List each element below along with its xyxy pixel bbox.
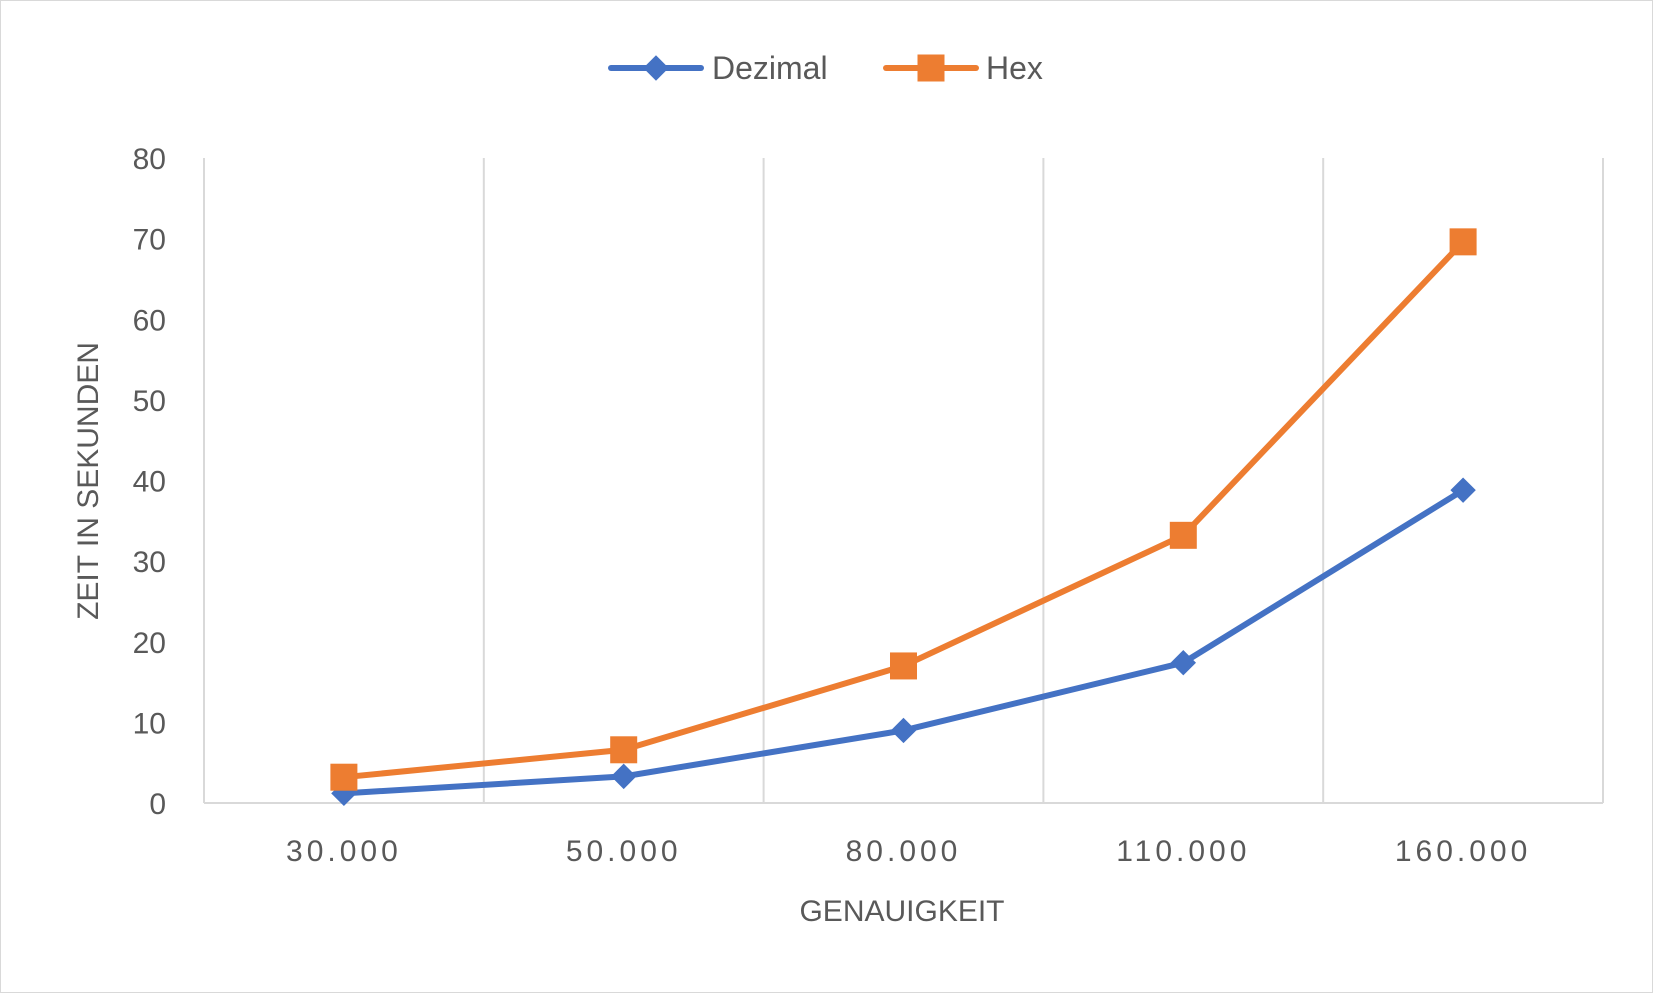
y-tick-label: 40 [133, 466, 166, 499]
series-layer [330, 228, 1477, 807]
data-point-diamond [890, 717, 917, 744]
data-point-square [1169, 521, 1197, 549]
legend-label: Hex [986, 50, 1043, 86]
x-tick-label: 30.000 [286, 835, 402, 868]
y-tick-label: 60 [133, 304, 166, 337]
data-point-square [610, 736, 638, 764]
x-tick-label: 160.000 [1395, 835, 1531, 868]
data-point-square [1449, 228, 1477, 256]
legend-square-icon [917, 54, 945, 82]
x-tick-label: 110.000 [1116, 835, 1250, 868]
y-tick-label: 50 [133, 385, 166, 418]
y-tick-label: 80 [133, 143, 166, 176]
x-axis-title: GENAUIGKEIT [799, 895, 1004, 928]
legend-item: Dezimal [608, 50, 828, 86]
x-tick-label: 50.000 [566, 835, 682, 868]
data-point-diamond [610, 763, 637, 790]
series-line [340, 238, 1467, 781]
series-hex [330, 228, 1477, 791]
y-tick-label: 20 [133, 627, 166, 660]
data-point-square [890, 652, 917, 680]
data-point-square [330, 763, 358, 791]
axis-layer: 0 10 20 30 40 50 60 70 80 30.000 50.000 80.000 110.0… [133, 143, 1603, 868]
legend-item: Hex [883, 50, 1043, 86]
grid-layer [203, 158, 1604, 803]
y-tick-label: 10 [133, 707, 166, 740]
y-tick-label: 70 [133, 224, 166, 257]
y-tick-label: 30 [133, 546, 166, 579]
data-point-diamond [1170, 650, 1197, 676]
legend-diamond-icon [643, 55, 669, 81]
y-tick-label: 0 [149, 788, 166, 821]
series-line [340, 487, 1467, 797]
data-point-diamond [1450, 477, 1476, 503]
series-dezimal [331, 477, 1476, 807]
legend-label: Dezimal [712, 50, 828, 86]
y-axis-title: ZEIT IN SEKUNDEN [72, 342, 105, 620]
legend: Dezimal Hex [608, 50, 1043, 86]
x-tick-label: 80.000 [846, 835, 962, 868]
